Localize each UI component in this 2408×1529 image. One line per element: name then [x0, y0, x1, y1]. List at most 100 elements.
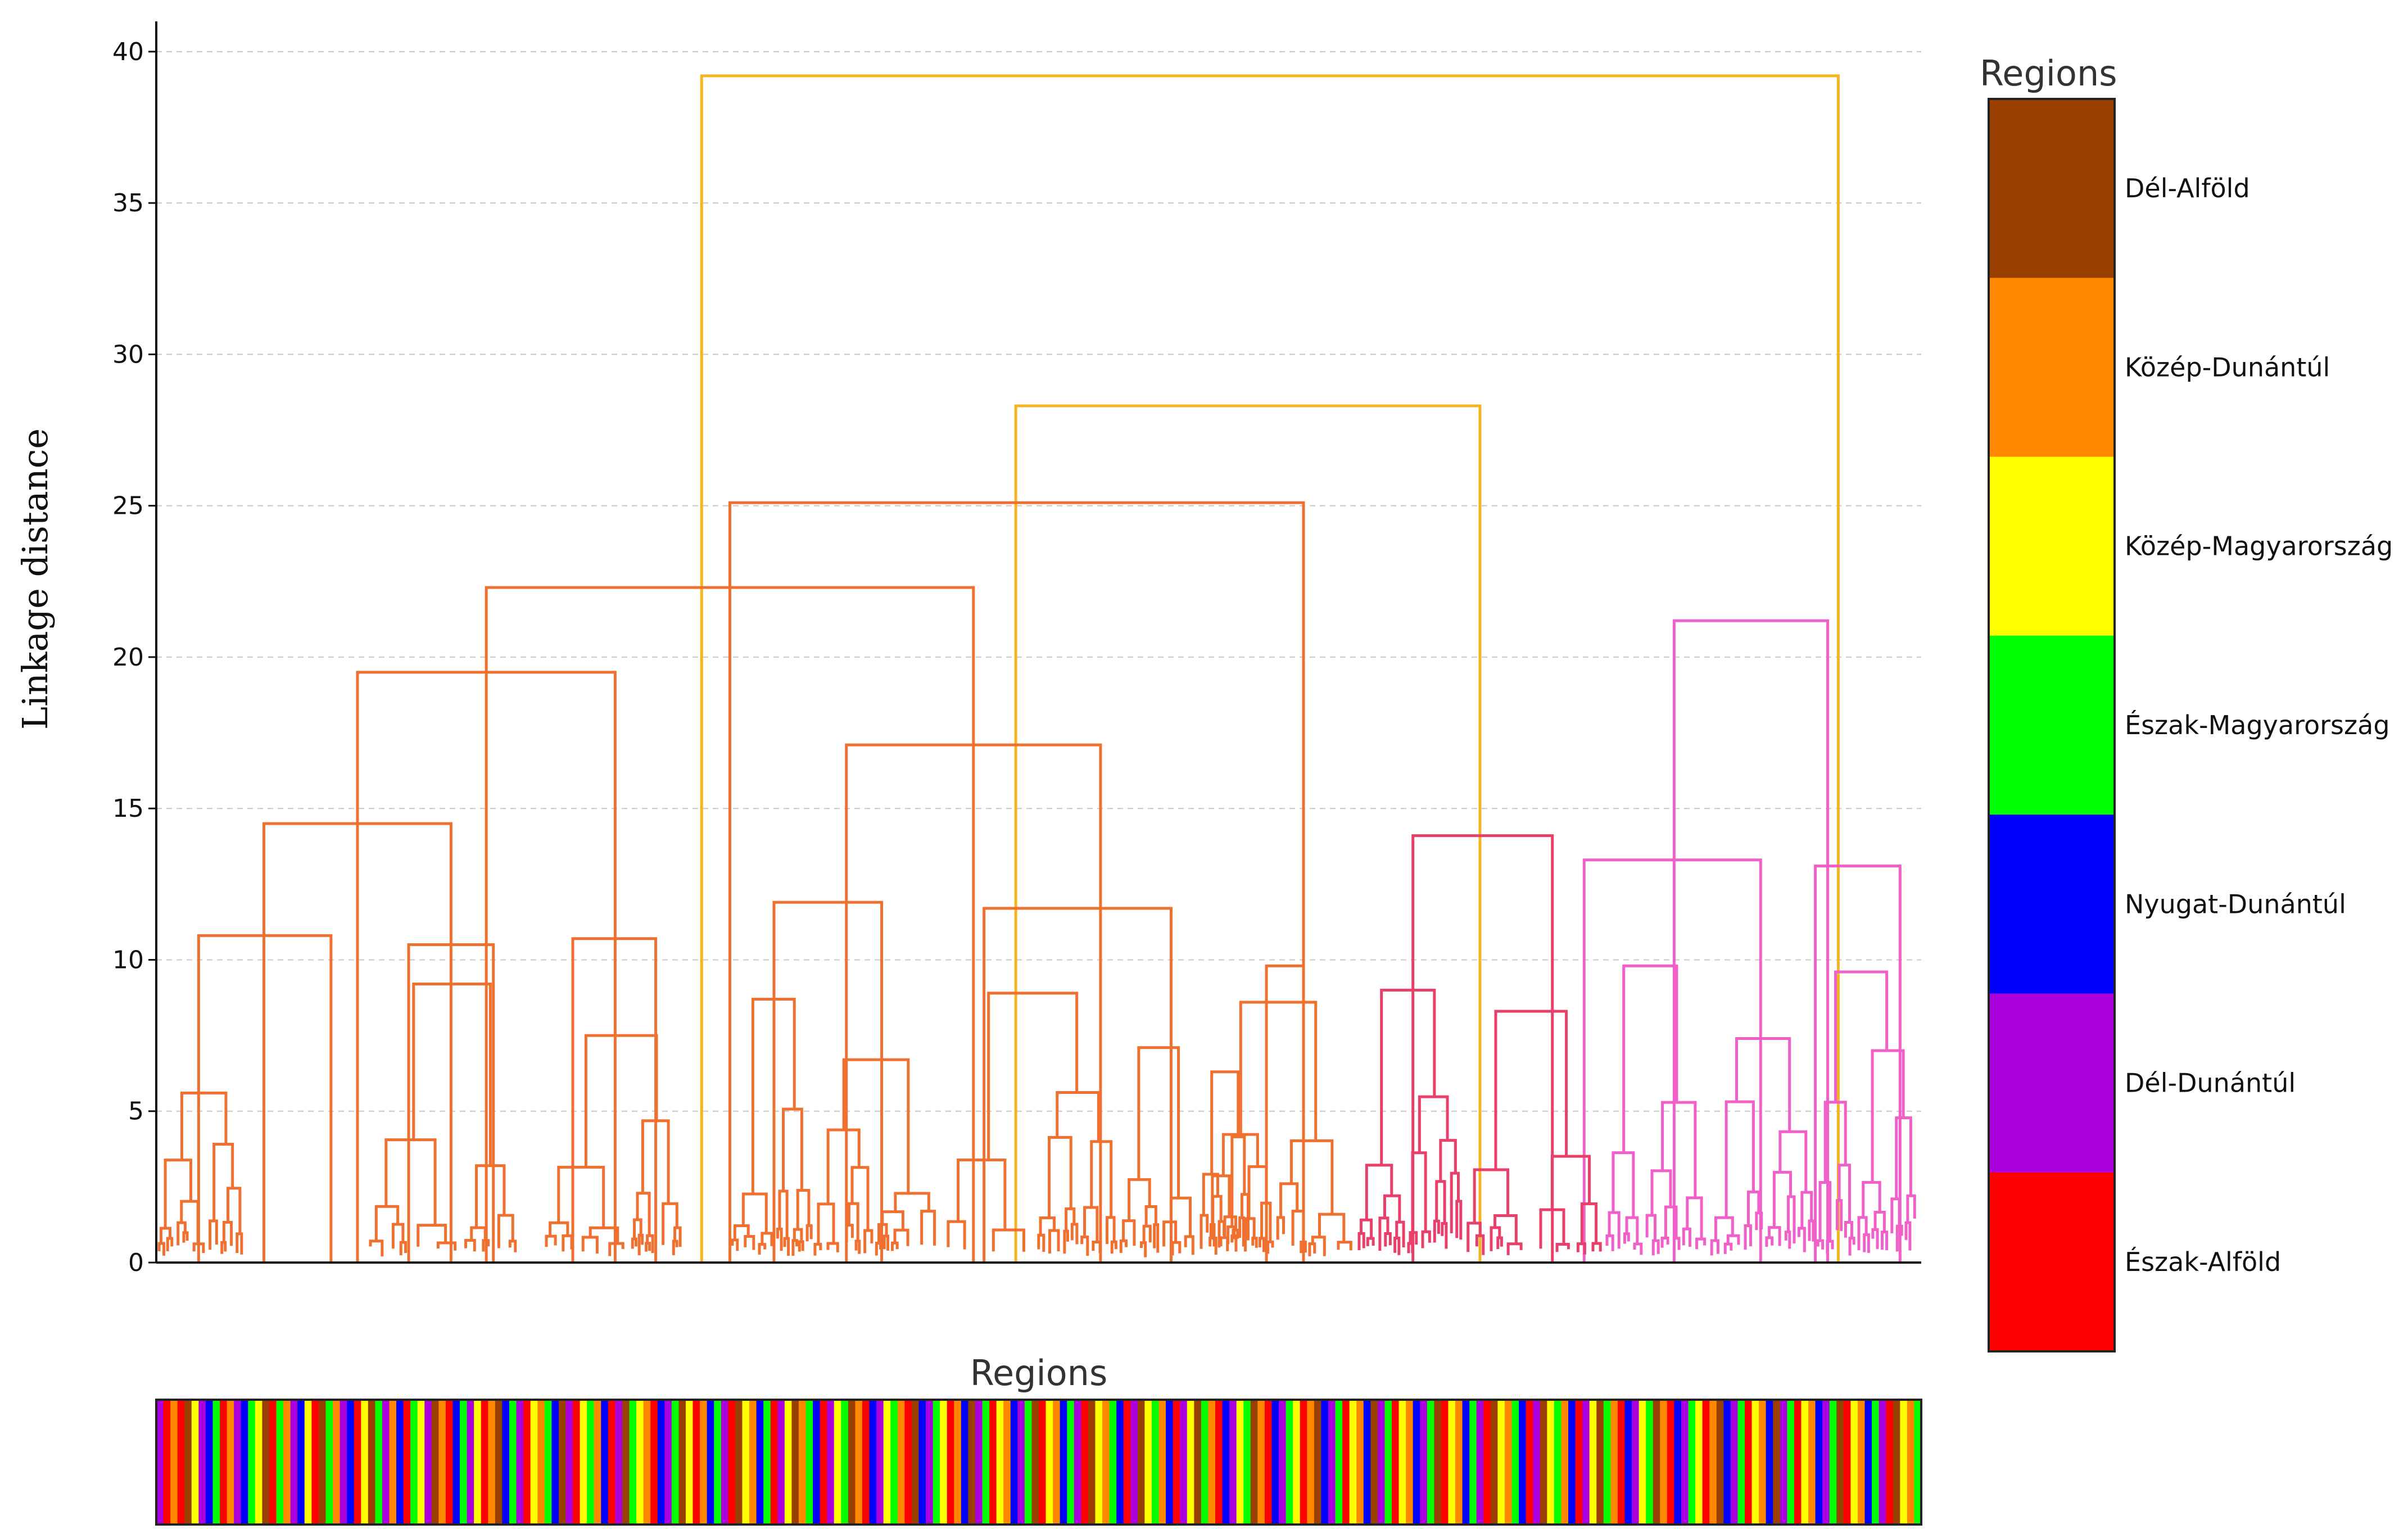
region-strip-128 [1060, 1400, 1067, 1525]
dendrogram-link-246 [1880, 1231, 1889, 1251]
dendrogram-link-14 [1672, 619, 1830, 1263]
dendrogram-link-116 [1137, 1046, 1180, 1198]
dendrogram-link-250 [1906, 1194, 1916, 1223]
axes [155, 21, 1921, 1264]
dendrogram-link-247 [1895, 1116, 1912, 1199]
dendrogram-link-159 [1308, 1242, 1316, 1256]
region-strip-59 [573, 1400, 581, 1525]
dendrogram-link-53 [608, 1242, 624, 1256]
region-strip-119 [996, 1400, 1004, 1525]
region-strip-213 [1660, 1400, 1668, 1525]
region-strip-122 [1017, 1400, 1025, 1525]
region-strip-110 [933, 1400, 940, 1525]
dendrogram-link-163 [1359, 1218, 1373, 1239]
region-strip-147 [1194, 1400, 1202, 1525]
region-strip-14 [255, 1400, 262, 1525]
region-strip-34 [396, 1400, 404, 1525]
dendrogram-link-10 [772, 901, 884, 1263]
dendrogram-link-46 [584, 1034, 658, 1168]
region-strip-1 [163, 1400, 171, 1525]
region-strip-248 [1907, 1400, 1915, 1525]
region-strip-45 [474, 1400, 482, 1525]
dendrogram-link-179 [1441, 1222, 1448, 1249]
region-strip-12 [241, 1400, 248, 1525]
region-strip-245 [1886, 1400, 1894, 1525]
dendrogram-link-160 [1337, 1241, 1352, 1251]
dendrogram-link-210 [1686, 1196, 1703, 1240]
dendrogram-link-139 [1239, 1001, 1318, 1141]
region-strip-15 [262, 1400, 270, 1525]
dendrogram-link-220 [1744, 1224, 1753, 1250]
dendrogram-link-151 [1266, 1240, 1274, 1254]
dendrogram-link-64 [751, 997, 796, 1194]
region-strip-247 [1900, 1400, 1908, 1525]
region-strip-202 [1582, 1400, 1590, 1525]
dendrogram-link-219 [1746, 1190, 1760, 1226]
dendrogram-link-83 [813, 1242, 822, 1256]
dendrogram-link-36 [391, 1223, 405, 1249]
region-strip-218 [1695, 1400, 1703, 1525]
region-strip-236 [1822, 1400, 1830, 1525]
dendrogram-link-21 [166, 1237, 174, 1251]
dendrogram-link-75 [796, 1189, 811, 1230]
dendrogram-link-31 [236, 1232, 243, 1255]
region-strip-161 [1293, 1400, 1301, 1525]
region-strip-123 [1024, 1400, 1033, 1525]
region-strip-143 [1166, 1400, 1174, 1525]
region-strip-160 [1286, 1400, 1293, 1525]
region-strip-173 [1377, 1400, 1386, 1525]
dendrogram-link-26 [212, 1142, 234, 1221]
region-strip-219 [1702, 1400, 1710, 1525]
legend-label-5: Dél-Dunántúl [2125, 1068, 2296, 1098]
dendrogram-link-94 [882, 1234, 890, 1251]
dendrogram-link-188 [1496, 1236, 1503, 1249]
region-strip-31 [375, 1400, 383, 1525]
region-strip-230 [1780, 1400, 1787, 1525]
dendrogram-link-101 [992, 1228, 1025, 1252]
region-strip-187 [1476, 1400, 1484, 1525]
region-strip-27 [347, 1400, 355, 1525]
dendrogram-link-187 [1490, 1226, 1501, 1251]
region-strip-239 [1843, 1400, 1851, 1525]
dendrogram-link-167 [1378, 1216, 1389, 1251]
dendrogram-link-225 [1765, 1236, 1774, 1247]
dendrogram-link-91 [881, 1210, 904, 1231]
y-tick-label-10: 10 [112, 946, 144, 974]
dendrogram-link-140 [1221, 1133, 1259, 1176]
region-strip-67 [629, 1400, 637, 1525]
region-strip-153 [1236, 1400, 1244, 1525]
region-strip-16 [269, 1400, 277, 1525]
dendrogram-link-216 [1710, 1239, 1719, 1256]
region-strip-81 [728, 1400, 736, 1525]
region-strip-156 [1257, 1400, 1265, 1525]
region-strip-238 [1836, 1400, 1844, 1525]
region-strip-136 [1116, 1400, 1124, 1525]
dendrogram-link-171 [1418, 1095, 1449, 1153]
dendrogram-link-44 [497, 1214, 514, 1248]
region-strip-4 [184, 1400, 192, 1525]
region-strip-101 [869, 1400, 877, 1525]
region-strip-186 [1469, 1400, 1477, 1525]
dendrogram-link-82 [817, 1202, 835, 1245]
region-strip-19 [290, 1400, 298, 1525]
region-strip-97 [841, 1400, 849, 1525]
region-strip-208 [1624, 1400, 1632, 1525]
dendrogram-link-57 [631, 1237, 637, 1249]
dendrogram-link-183 [1473, 1168, 1510, 1223]
dendrogram-link-58 [637, 1233, 644, 1256]
region-strip-72 [664, 1400, 672, 1525]
dendrogram-link-125 [1162, 1220, 1178, 1247]
dendrogram-link-117 [1128, 1178, 1151, 1221]
region-strip-13 [248, 1400, 256, 1525]
region-strip-162 [1300, 1400, 1307, 1525]
dendrogram-link-1 [1014, 404, 1482, 1263]
region-strip-134 [1102, 1400, 1110, 1525]
region-strip-217 [1688, 1400, 1696, 1525]
dendrogram-link-209 [1673, 1237, 1681, 1250]
dendrogram-link-175 [1421, 1230, 1431, 1248]
region-strip-102 [876, 1400, 884, 1525]
dendrogram-link-65 [741, 1192, 768, 1233]
region-strip-206 [1610, 1400, 1618, 1525]
region-strip-185 [1462, 1400, 1470, 1525]
region-strip-189 [1490, 1400, 1498, 1525]
